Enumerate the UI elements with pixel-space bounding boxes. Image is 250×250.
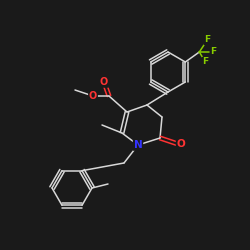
Text: O: O xyxy=(100,77,108,87)
Text: F: F xyxy=(202,58,208,66)
Text: N: N xyxy=(134,140,142,150)
Text: F: F xyxy=(204,36,210,44)
Text: F: F xyxy=(210,48,216,56)
Text: O: O xyxy=(176,139,186,149)
Text: O: O xyxy=(89,91,97,101)
